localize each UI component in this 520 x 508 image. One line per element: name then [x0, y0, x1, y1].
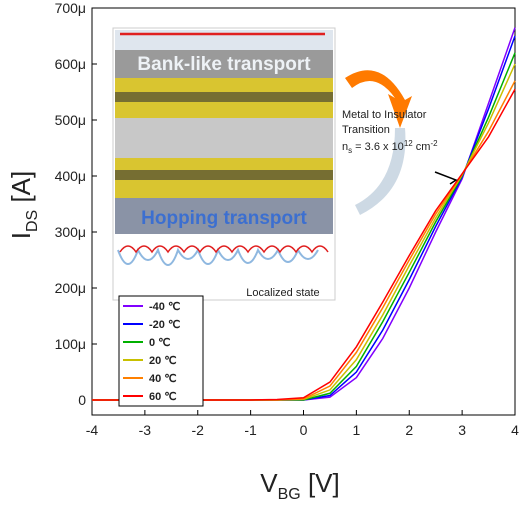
plot-area [91, 7, 516, 416]
y-tick-label: 400μ [55, 168, 86, 184]
x-tick-label: 3 [458, 422, 466, 438]
dielectric [115, 118, 333, 158]
transition-arrow-tail [355, 128, 406, 215]
x-axis-label: V [260, 468, 278, 498]
layer-metal [115, 170, 333, 180]
annotation: Transition [342, 124, 390, 136]
legend-label: 40 ℃ [149, 373, 177, 385]
x-axis-label: VBG [V] [260, 468, 339, 503]
x-tick-label: 2 [405, 422, 413, 438]
y-tick-label: 600μ [55, 56, 86, 72]
y-tick-label: 0 [78, 392, 86, 408]
y-axis-label: I [6, 232, 36, 239]
inset-bottom-label: Hopping transport [141, 208, 307, 229]
pointer-arrow [434, 171, 458, 185]
y-axis-label: IDS [A] [6, 171, 41, 239]
annotation: 12 [404, 139, 413, 148]
y-tick-label: 500μ [55, 112, 86, 128]
x-tick-label: -1 [244, 422, 257, 438]
hopping-path [119, 245, 329, 254]
x-tick-label: 4 [511, 422, 519, 438]
x-axis-label: BG [278, 486, 301, 503]
substrate [115, 198, 333, 234]
annotation: = 3.6 x 10 [352, 141, 404, 153]
annotation: cm [413, 141, 431, 153]
annotation: s [348, 146, 352, 155]
y-axis-label: DS [24, 210, 41, 232]
y-tick-label: 100μ [55, 336, 86, 352]
inset-top-label: Bank-like transport [137, 54, 311, 75]
legend: -40 ℃ -20 ℃ 0 ℃ 20 ℃ 40 ℃ 60 ℃ [118, 295, 204, 407]
legend-label: -40 ℃ [149, 301, 180, 313]
legend-label: 0 ℃ [149, 337, 171, 349]
y-tick-label: 700μ [55, 0, 86, 16]
inset: Bank-like transport Hopping transport Lo… [112, 27, 336, 301]
surface [115, 50, 333, 78]
legend-label: -20 ℃ [149, 319, 180, 331]
x-tick-label: -2 [192, 422, 205, 438]
transition-arrow [345, 70, 412, 128]
x-tick-label: -3 [139, 422, 152, 438]
inset-caption: Localized state [246, 287, 319, 299]
y-tick-label: 200μ [55, 280, 86, 296]
x-tick-label: 0 [300, 422, 308, 438]
y-tick-label: 300μ [55, 224, 86, 240]
y-axis-label: [A] [6, 171, 36, 210]
x-axis-label: [V] [301, 468, 340, 498]
legend-box [118, 295, 204, 407]
x-tick-label: 1 [352, 422, 360, 438]
annotation: n [342, 141, 348, 153]
legend-label: 60 ℃ [149, 391, 177, 403]
series-line [92, 88, 516, 401]
legend-label: 20 ℃ [149, 355, 177, 367]
x-tick-label: -4 [86, 422, 99, 438]
layer-metal [115, 92, 333, 102]
annotation: Metal to Insulator [342, 109, 427, 121]
annotation: -2 [430, 139, 438, 148]
annotation: ns = 3.6 x 1012 cm-2 [342, 139, 438, 155]
